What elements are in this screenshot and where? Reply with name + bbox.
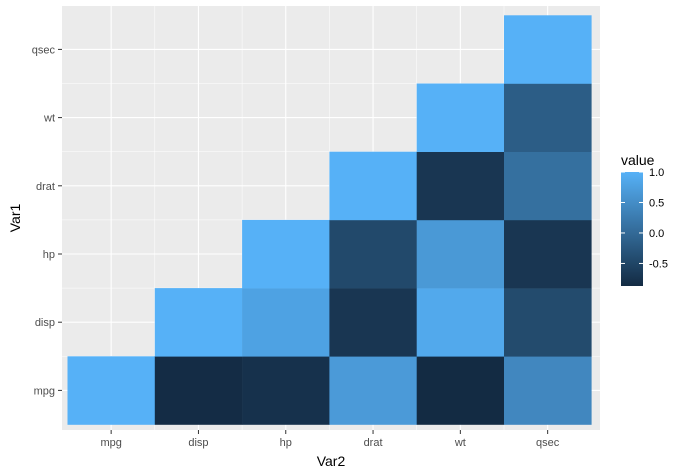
heatmap-cell-wt-drat: [416, 151, 505, 221]
x-tick-label-disp: disp: [188, 437, 208, 449]
heatmap-cells: [67, 15, 592, 425]
heatmap-cell-qsec-wt: [504, 83, 592, 152]
heatmap-cell-qsec-drat: [504, 151, 592, 221]
legend-colorbar: [621, 172, 643, 286]
heatmap-cell-qsec-hp: [504, 219, 592, 289]
x-tick-label-drat: drat: [364, 437, 383, 449]
heatmap-cell-wt-mpg: [416, 356, 505, 425]
heatmap-cell-qsec-mpg: [504, 356, 592, 425]
heatmap-cell-hp-hp: [242, 219, 330, 289]
y-tick-label-drat: drat: [36, 181, 55, 193]
y-tick-label-hp: hp: [43, 249, 55, 261]
y-axis-title: Var1: [7, 204, 23, 233]
heatmap-cell-hp-disp: [242, 288, 330, 357]
y-tick-label-wt: wt: [43, 113, 55, 125]
y-tick-label-mpg: mpg: [34, 385, 55, 397]
heatmap-cell-qsec-disp: [504, 288, 592, 357]
y-tick-label-qsec: qsec: [32, 44, 56, 56]
x-axis-title: Var2: [317, 453, 346, 469]
x-tick-label-qsec: qsec: [536, 437, 560, 449]
heatmap-cell-drat-disp: [329, 288, 417, 357]
legend-ticks: 1.0 0.5 0.0 -0.5: [621, 167, 668, 270]
heatmap-cell-drat-hp: [329, 219, 417, 289]
heatmap-cell-wt-disp: [416, 288, 505, 357]
legend-title: value: [621, 152, 655, 168]
heatmap-cell-hp-mpg: [242, 356, 330, 425]
legend-label-1.0: 1.0: [649, 167, 664, 179]
legend-label-0.0: 0.0: [649, 228, 664, 240]
x-tick-label-hp: hp: [280, 437, 292, 449]
heatmap-cell-disp-mpg: [154, 356, 243, 425]
heatmap-cell-drat-drat: [329, 151, 417, 221]
legend-label-0.5: 0.5: [649, 197, 664, 209]
y-tick-label-disp: disp: [35, 317, 55, 329]
y-axis: mpg disp hp drat wt qsec: [32, 44, 62, 397]
x-axis: mpg disp hp drat wt qsec: [100, 430, 560, 449]
heatmap-cell-wt-wt: [416, 83, 505, 152]
legend: value 1.0 0.5 0.0 -0.5: [621, 152, 668, 286]
x-tick-label-wt: wt: [454, 437, 466, 449]
x-tick-label-mpg: mpg: [100, 437, 121, 449]
heatmap-cell-drat-mpg: [329, 356, 417, 425]
heatmap-cell-mpg-mpg: [67, 356, 156, 425]
legend-label--0.5: -0.5: [649, 258, 668, 270]
heatmap-cell-disp-disp: [154, 288, 243, 357]
heatmap-cell-qsec-qsec: [504, 15, 592, 84]
heatmap-cell-wt-hp: [416, 219, 505, 289]
